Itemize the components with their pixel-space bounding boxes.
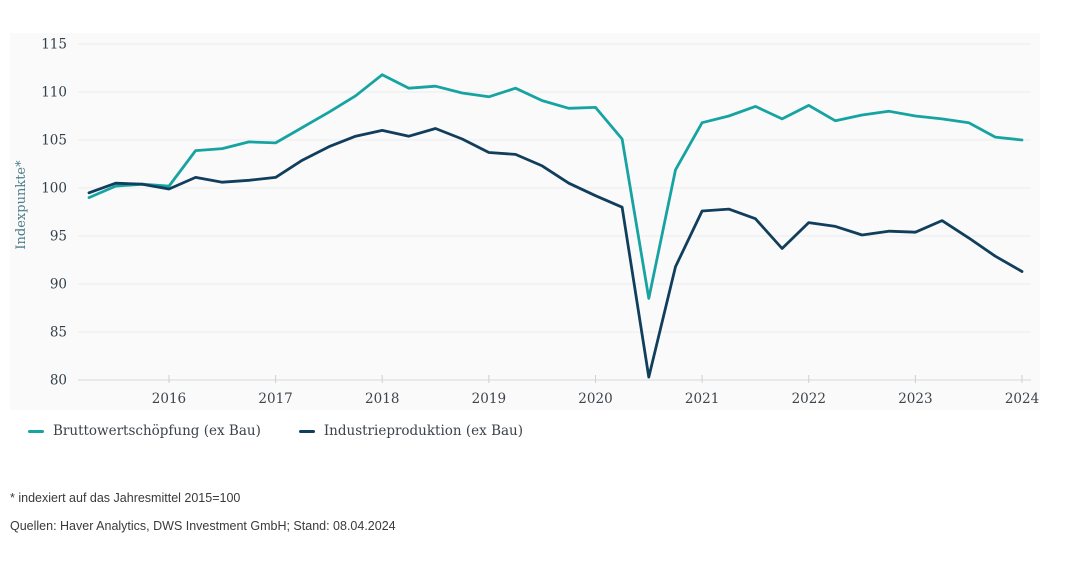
svg-text:2019: 2019 [472, 391, 506, 407]
svg-text:80: 80 [50, 373, 67, 389]
svg-text:105: 105 [41, 133, 67, 149]
source-line: Quellen: Haver Analytics, DWS Investment… [10, 519, 396, 533]
legend-dash-teal-icon [28, 429, 44, 433]
svg-text:2018: 2018 [365, 391, 399, 407]
legend-item-industrieproduktion: Industrieproduktion (ex Bau) [298, 423, 524, 439]
legend-item-bruttowertschoepfung: Bruttowertschöpfung (ex Bau) [28, 423, 261, 439]
svg-text:115: 115 [41, 37, 67, 53]
svg-text:2016: 2016 [152, 391, 186, 407]
svg-text:2023: 2023 [898, 391, 932, 407]
index-footnote: * indexiert auf das Jahresmittel 2015=10… [10, 491, 241, 505]
svg-text:2024: 2024 [1005, 391, 1039, 407]
chart-panel [10, 33, 1040, 410]
svg-text:2020: 2020 [578, 391, 612, 407]
svg-text:90: 90 [50, 277, 67, 293]
legend-label-industrieproduktion: Industrieproduktion (ex Bau) [323, 423, 524, 439]
svg-text:95: 95 [50, 229, 67, 245]
svg-text:110: 110 [41, 85, 67, 101]
svg-text:2021: 2021 [685, 391, 719, 407]
svg-text:2022: 2022 [792, 391, 826, 407]
svg-text:2017: 2017 [258, 391, 292, 407]
line-chart: 115 110 105 100 95 90 85 80 2016 2017 2018 2019 2020… [14, 37, 1039, 408]
chart-legend: Bruttowertschöpfung (ex Bau) Industriepr… [28, 423, 523, 439]
legend-label-bruttowertschoepfung: Bruttowertschöpfung (ex Bau) [53, 423, 261, 439]
legend-dash-navy-icon [298, 429, 315, 433]
svg-text:Indexpunkte*: Indexpunkte* [14, 160, 29, 250]
svg-text:100: 100 [41, 181, 67, 197]
svg-text:85: 85 [50, 325, 67, 341]
